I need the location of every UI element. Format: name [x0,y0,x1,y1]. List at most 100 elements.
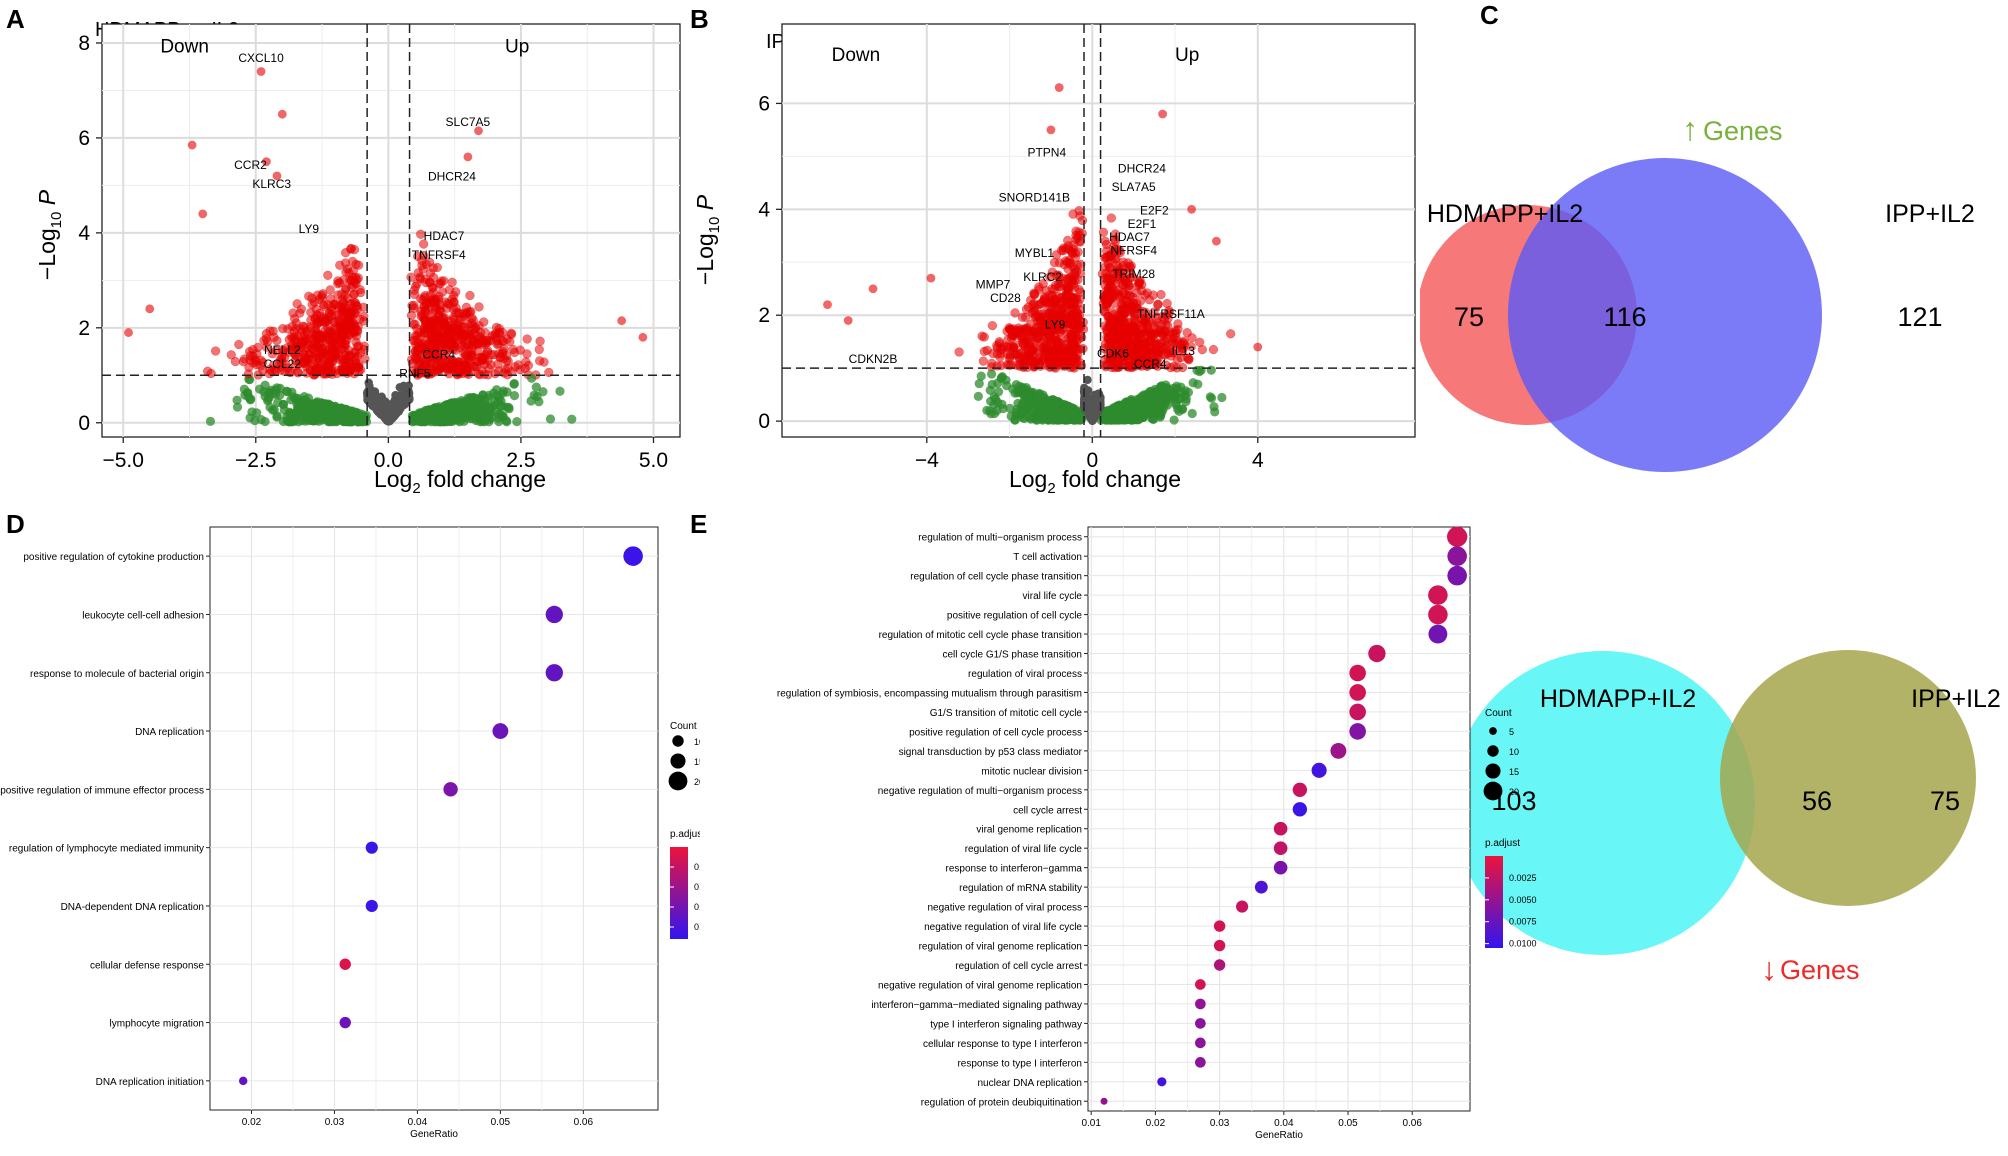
dot [1428,624,1448,644]
point-green [330,411,340,421]
point-red [1077,215,1088,226]
point-red [268,326,278,336]
point-red [306,324,316,334]
plot-area-b [781,23,1416,438]
gene-label: KLRC2 [1023,270,1062,284]
point-red [463,152,473,162]
point-green [1169,415,1179,425]
point-red [1132,319,1142,330]
point-red [432,262,442,273]
dot [1213,939,1226,952]
gene-label: CXCL10 [238,51,284,65]
point-green [531,382,541,392]
legend-d: Count p.adjust 1015200.0050.0100.0150.02… [668,721,700,939]
point-red [1062,283,1073,293]
point-red [1141,347,1151,357]
point-red [1050,280,1061,290]
point-red [277,109,287,119]
point-red [1059,260,1069,270]
point-red [256,361,266,371]
point-red [226,350,236,360]
point-red [243,369,254,379]
term-label: regulation of mRNA stability [959,883,1082,894]
term-label: negative regulation of viral genome repl… [878,980,1082,991]
dot [1236,900,1249,913]
point-red [467,313,477,323]
y-tick-label: 2 [758,304,770,327]
x-axis-label-b: Log2 fold change [1009,466,1181,497]
point-red [1074,284,1084,295]
legend-padj-bar [670,847,688,939]
point-red [359,311,369,322]
point-red [1117,324,1127,335]
point-red [1152,340,1162,351]
venn-down-count-ipp: 75 [1930,786,1960,816]
dots-e [1100,526,1468,1105]
point-green [492,385,502,395]
point-red [1120,279,1131,289]
y-axis-label-a: −Log10 P [34,189,65,280]
point-red [450,362,460,372]
point-red [325,285,335,295]
point-green [1192,365,1202,375]
gene-label: CD28 [990,291,1021,305]
point-ns [375,402,384,411]
data-points-b [823,83,1263,426]
point-red [1068,261,1078,272]
point-ns [396,396,406,405]
point-red [1134,278,1144,288]
point-green [1006,411,1016,421]
term-label: lymphocyte migration [110,1019,204,1030]
point-red [977,331,987,341]
dot [1349,664,1366,682]
point-red [296,324,306,334]
point-red [539,357,549,367]
up-arrow: ↑ [1682,111,1698,147]
point-red [503,356,513,366]
point-red [1128,292,1138,302]
point-red [441,297,451,307]
term-label: regulation of cell cycle phase transitio… [910,572,1082,583]
x-tick-label: −5.0 [102,449,143,472]
point-green [1001,375,1011,385]
x-tick-label: 5.0 [639,449,668,472]
point-green [489,400,499,411]
term-label: DNA-dependent DNA replication [61,902,204,913]
point-green [1071,409,1081,419]
term-label: regulation of viral genome replication [919,942,1082,953]
point-red [1025,350,1036,360]
point-red [1010,308,1020,318]
point-red [304,349,314,359]
dot [1428,585,1448,605]
x-tick-label: −2.5 [235,449,276,472]
dot [339,1016,351,1029]
gene-label: E2F2 [1140,204,1169,218]
point-green [245,413,255,423]
point-red [1124,267,1134,277]
term-label: DNA replication initiation [96,1077,204,1088]
point-red [1109,247,1119,257]
dot [1349,684,1366,701]
term-label: cellular defense response [90,960,204,971]
point-red [1160,326,1170,336]
point-red [333,279,343,289]
point-red [323,363,334,373]
point-red [312,342,322,352]
point-ns [1083,375,1092,385]
point-red [1208,344,1219,355]
x-tick-label: 4 [1252,449,1264,472]
point-red [1109,269,1120,279]
region-label-up-b: Up [1175,45,1199,66]
venn-down-label-hdmapp: HDMAPP+IL2 [1540,685,1696,713]
point-red [433,329,443,339]
point-red [992,340,1002,351]
term-label: type I interferon signaling pathway [930,1019,1082,1030]
point-green [1056,415,1067,425]
point-red [253,342,263,353]
y-tick-label: 6 [78,127,90,150]
point-red [1038,279,1048,289]
point-red [428,283,438,293]
